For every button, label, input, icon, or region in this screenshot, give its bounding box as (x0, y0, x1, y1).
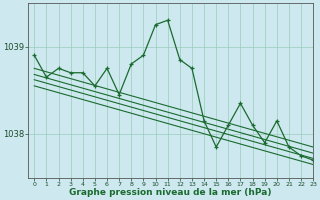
X-axis label: Graphe pression niveau de la mer (hPa): Graphe pression niveau de la mer (hPa) (69, 188, 272, 197)
